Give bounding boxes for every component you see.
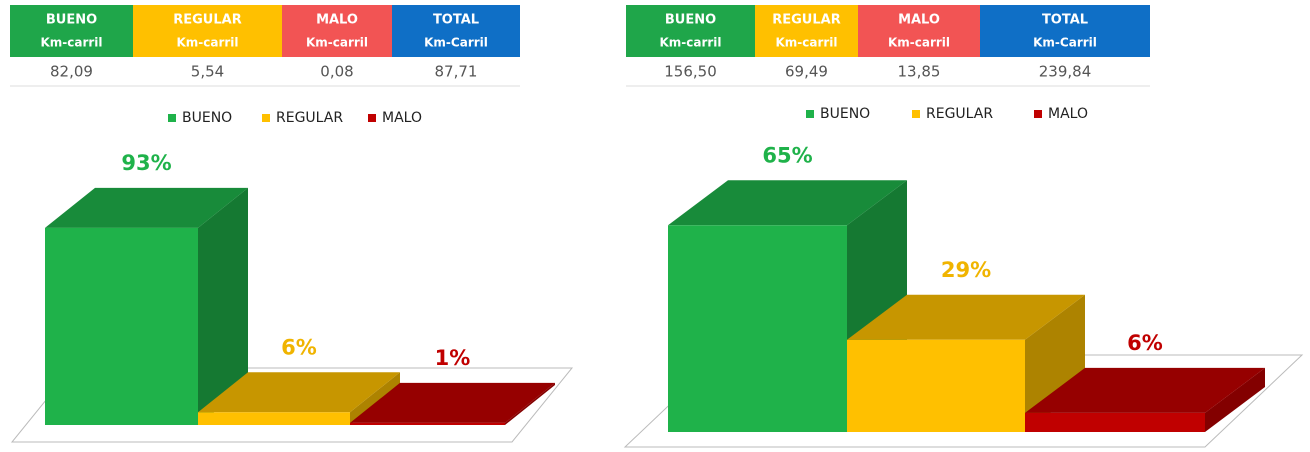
table-header-cell (858, 5, 980, 57)
bar-top (350, 382, 555, 423)
table-header-label: TOTAL (1042, 13, 1088, 28)
legend-swatch (912, 110, 920, 118)
table-header-unit: Km-carril (306, 36, 368, 50)
table-header-label: REGULAR (173, 13, 241, 28)
table-header-unit: Km-carril (888, 36, 950, 50)
table-value: 13,85 (898, 63, 941, 81)
legend-label: REGULAR (926, 106, 993, 122)
table-value: 239,84 (1039, 63, 1092, 81)
bar (45, 227, 198, 425)
legend-swatch (806, 110, 814, 118)
bar-top (198, 372, 400, 413)
legend-swatch (368, 114, 376, 122)
table-value: 156,50 (664, 63, 717, 81)
table-value: 0,08 (320, 63, 353, 81)
table-header-cell (980, 5, 1150, 57)
legend-swatch (1034, 110, 1042, 118)
table-header-cell (755, 5, 858, 57)
value-label: 65% (762, 143, 812, 167)
table-value: 69,49 (785, 63, 828, 81)
value-label: 93% (121, 151, 171, 175)
table-header-cell (133, 5, 282, 57)
legend-label: BUENO (820, 106, 870, 122)
table-header-cell (626, 5, 755, 57)
table-header-label: BUENO (46, 13, 97, 28)
table-header-label: MALO (316, 13, 358, 28)
bar (198, 412, 350, 425)
value-label: 29% (941, 258, 991, 282)
table-header-cell (392, 5, 520, 57)
value-label: 1% (435, 346, 471, 370)
bar-side (198, 187, 248, 425)
legend-label: MALO (1048, 106, 1088, 122)
bar-top (847, 294, 1085, 340)
table-value: 82,09 (50, 63, 93, 81)
legend-swatch (168, 114, 176, 122)
table-header-unit: Km-carril (659, 36, 721, 50)
table-header-label: REGULAR (772, 13, 840, 28)
table-header-label: BUENO (665, 13, 716, 28)
table-header-unit: Km-Carril (1033, 36, 1097, 50)
table-header-unit: Km-Carril (424, 36, 488, 50)
legend-label: BUENO (182, 110, 232, 126)
table-header-label: TOTAL (433, 13, 479, 28)
legend-label: REGULAR (276, 110, 343, 126)
table-header-unit: Km-carril (775, 36, 837, 50)
bar (668, 225, 847, 432)
table-value: 87,71 (435, 63, 478, 81)
table-header-cell (282, 5, 392, 57)
bar-side (505, 382, 555, 425)
table-header-unit: Km-carril (176, 36, 238, 50)
bar-top (1025, 367, 1265, 413)
bar (847, 339, 1025, 432)
table-header-unit: Km-carril (40, 36, 102, 50)
bar-top (668, 180, 907, 226)
legend-label: MALO (382, 110, 422, 126)
bar-side (1205, 367, 1265, 432)
value-label: 6% (1127, 331, 1163, 355)
table-value: 5,54 (191, 63, 224, 81)
bar-top (45, 187, 248, 228)
bar-side (350, 372, 400, 425)
bar (350, 422, 505, 425)
table-header-label: MALO (898, 13, 940, 28)
bar (1025, 412, 1205, 432)
table-header-cell (10, 5, 133, 57)
legend-swatch (262, 114, 270, 122)
value-label: 6% (281, 335, 317, 359)
